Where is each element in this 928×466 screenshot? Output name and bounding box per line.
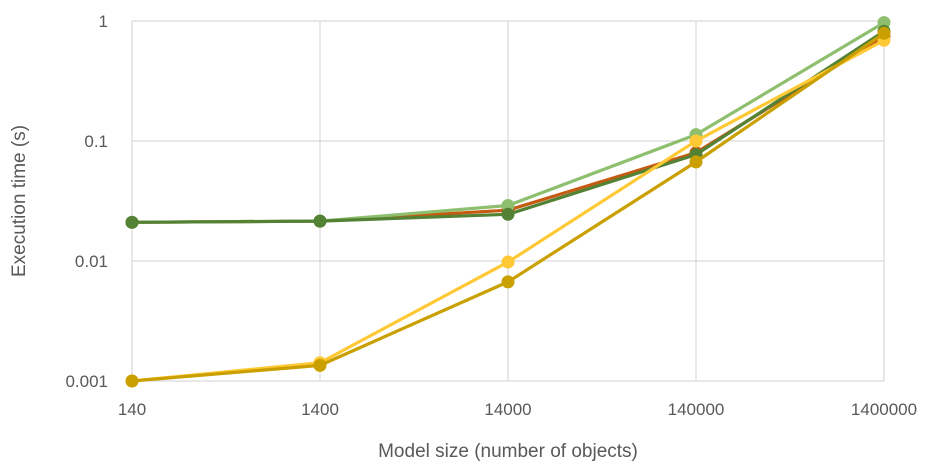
data-point [313,358,327,372]
data-point [501,275,515,289]
data-point [877,26,891,40]
data-point [501,255,515,269]
data-point [689,155,703,169]
x-tick-label: 1400000 [851,400,917,419]
x-tick-label: 140000 [668,400,725,419]
series-5 [125,26,891,388]
y-tick-label: 1 [99,12,108,31]
series-layer [125,16,891,388]
data-point [689,134,703,148]
data-point [313,214,327,228]
data-point [125,215,139,229]
y-axis-title: Execution time (s) [9,125,30,277]
data-point [125,374,139,388]
x-axis-ticks: 140 1400 14000 140000 1400000 [118,400,917,419]
y-tick-label: 0.001 [65,372,108,391]
y-axis-ticks: 0.001 0.01 0.1 1 [65,12,108,391]
x-tick-label: 140 [118,400,146,419]
x-tick-label: 1400 [301,400,339,419]
y-tick-label: 0.01 [75,252,108,271]
y-tick-label: 0.1 [84,132,108,151]
x-tick-label: 14000 [484,400,531,419]
grid [131,20,885,382]
x-axis-title: Model size (number of objects) [378,441,638,462]
data-point [501,207,515,221]
